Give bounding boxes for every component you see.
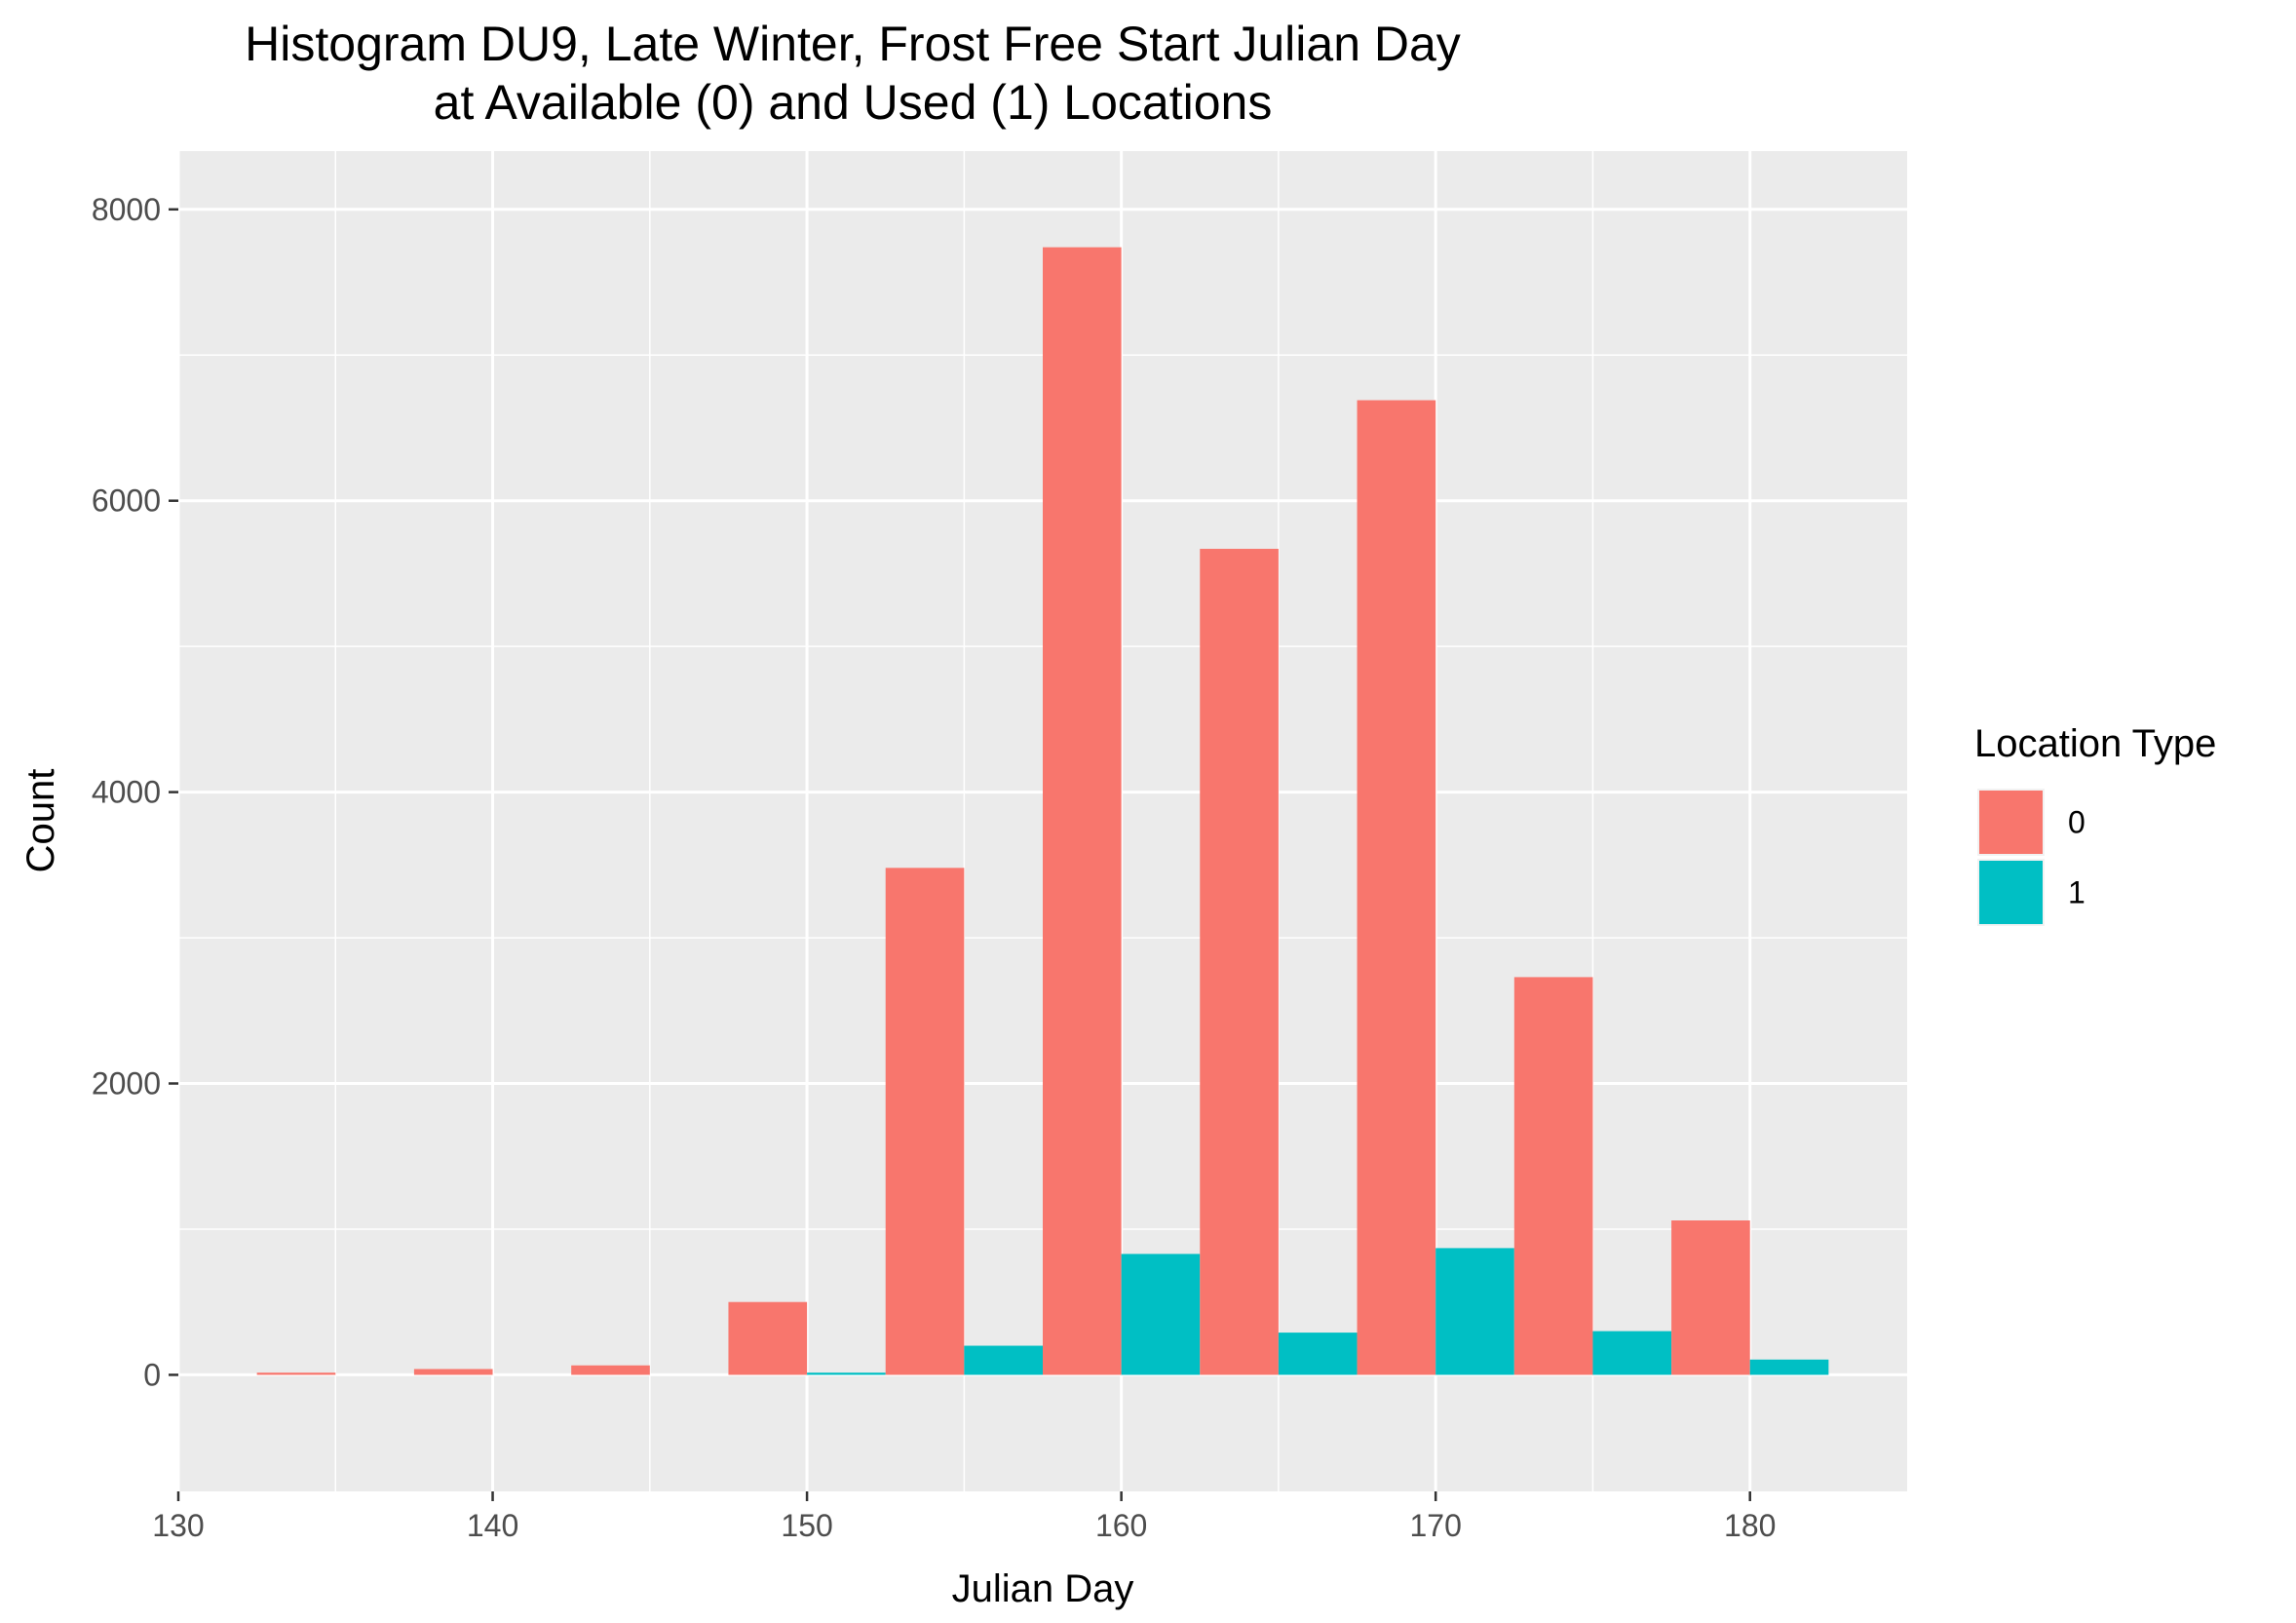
x-tick-label: 160 xyxy=(1095,1508,1147,1543)
legend-keys: 01 xyxy=(1977,789,2086,926)
x-tick-label: 140 xyxy=(467,1508,518,1543)
bar-series-1-bin-155 xyxy=(964,1345,1043,1375)
bar-series-0-bin-155 xyxy=(885,868,965,1375)
x-tick-label: 170 xyxy=(1409,1508,1461,1543)
y-tick-label: 0 xyxy=(143,1357,161,1392)
chart-title-line-2: at Available (0) and Used (1) Locations xyxy=(434,75,1273,130)
x-axis-title: Julian Day xyxy=(952,1567,1134,1610)
bars xyxy=(256,247,1829,1375)
bar-series-1-bin-170 xyxy=(1435,1248,1514,1375)
legend-key-swatch-1 xyxy=(1979,861,2043,924)
y-tick-label: 8000 xyxy=(92,192,161,227)
y-tick-label: 2000 xyxy=(92,1066,161,1101)
bar-series-1-bin-150 xyxy=(807,1372,886,1375)
legend: Location Type 01 xyxy=(1974,722,2216,926)
legend-key-swatch-0 xyxy=(1979,791,2043,854)
x-tick-label: 130 xyxy=(152,1508,204,1543)
legend-label-1: 1 xyxy=(2068,875,2086,910)
bar-series-1-bin-180 xyxy=(1749,1359,1829,1375)
bar-series-1-bin-165 xyxy=(1278,1333,1358,1375)
y-tick-label: 6000 xyxy=(92,483,161,519)
bar-series-0-bin-160 xyxy=(1043,247,1122,1375)
x-tick-label: 180 xyxy=(1724,1508,1776,1543)
bar-series-0-bin-150 xyxy=(728,1301,808,1375)
bar-series-0-bin-180 xyxy=(1671,1220,1750,1375)
y-axis: 0 2000 4000 6000 8000 xyxy=(92,192,178,1392)
bar-series-0-bin-175 xyxy=(1513,977,1593,1375)
bar-series-0-bin-135 xyxy=(256,1372,336,1375)
bar-series-0-bin-140 xyxy=(413,1369,493,1375)
x-axis: 130 140 150 160 170 180 xyxy=(152,1491,1776,1543)
bar-series-0-bin-165 xyxy=(1200,549,1279,1375)
legend-title: Location Type xyxy=(1974,722,2216,765)
chart-title-line-1: Histogram DU9, Late Winter, Frost Free S… xyxy=(245,17,1461,71)
bar-series-0-bin-145 xyxy=(571,1365,650,1375)
x-tick-label: 150 xyxy=(781,1508,832,1543)
y-tick-label: 4000 xyxy=(92,775,161,810)
bar-series-0-bin-170 xyxy=(1357,400,1436,1375)
chart-title: Histogram DU9, Late Winter, Frost Free S… xyxy=(245,17,1461,130)
legend-label-0: 0 xyxy=(2068,805,2086,840)
y-axis-title: Count xyxy=(19,769,62,873)
bar-series-1-bin-175 xyxy=(1592,1331,1672,1375)
bar-series-1-bin-160 xyxy=(1121,1254,1201,1375)
